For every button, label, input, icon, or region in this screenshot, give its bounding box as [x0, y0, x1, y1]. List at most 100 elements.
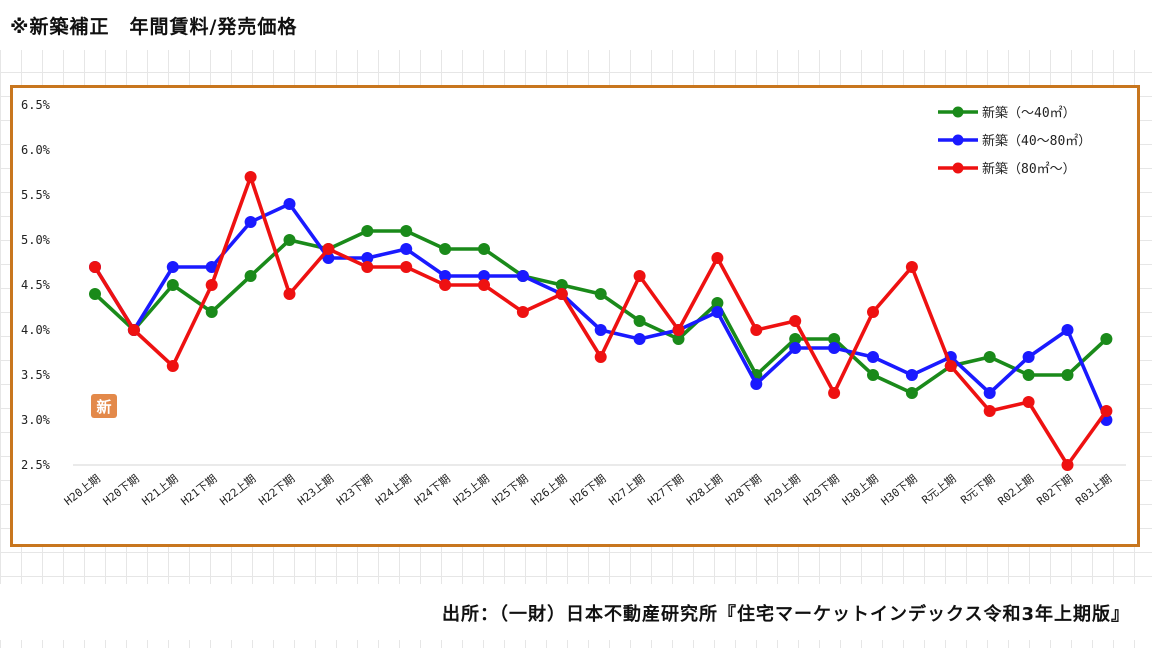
y-tick-label: 3.5%: [21, 368, 51, 382]
y-tick-label: 3.0%: [21, 413, 51, 427]
x-tick-label: H22上期: [217, 472, 258, 508]
data-point: [711, 252, 724, 264]
data-point: [750, 324, 763, 336]
y-tick-label: 4.5%: [21, 278, 51, 292]
data-point: [478, 243, 490, 255]
data-point: [1061, 324, 1074, 336]
data-point: [361, 252, 374, 264]
x-tick-label: H22下期: [256, 472, 297, 508]
x-tick-label: H29上期: [762, 472, 803, 508]
data-point: [478, 270, 490, 282]
data-point: [789, 342, 802, 354]
y-tick-label: 5.5%: [21, 188, 51, 202]
page-title: ※新築補正 年間賃料/発売価格: [10, 16, 298, 38]
data-point: [1022, 396, 1035, 408]
data-point: [244, 216, 257, 228]
data-point: [672, 324, 685, 336]
data-point: [283, 198, 296, 210]
x-tick-label: H23上期: [295, 472, 336, 508]
data-point: [750, 378, 763, 390]
data-point: [983, 351, 996, 363]
data-point: [905, 369, 918, 381]
data-point: [789, 333, 802, 345]
x-tick-label: H25下期: [490, 472, 531, 508]
data-point: [439, 279, 452, 291]
data-point: [400, 261, 413, 273]
data-point: [205, 279, 218, 291]
data-point: [867, 306, 879, 318]
data-point: [244, 171, 257, 183]
data-point: [322, 243, 335, 255]
x-tick-label: H25上期: [451, 472, 492, 508]
data-point: [633, 333, 646, 345]
data-point: [672, 333, 685, 345]
data-point: [1022, 351, 1035, 363]
source-area: [0, 584, 1152, 640]
chart-frame[interactable]: 6.5% 6.0% 5.5% 5.0% 4.5% 4.0% 3.5% 3.0% 2.5% H20上…: [10, 85, 1140, 547]
data-point: [828, 333, 841, 345]
data-point: [1061, 369, 1074, 381]
data-point: [1100, 333, 1113, 345]
legend-label: 新築（40～80㎡）: [982, 133, 1091, 149]
data-point: [1022, 369, 1035, 381]
data-point: [905, 261, 918, 273]
x-tick-label: R02上期: [995, 472, 1036, 508]
data-point: [400, 225, 413, 237]
legend-label: 新築（～40㎡）: [982, 105, 1076, 121]
data-point: [711, 297, 724, 309]
y-tick-label: 6.0%: [21, 143, 51, 157]
data-point: [633, 270, 646, 282]
legend-swatch-marker: [952, 134, 964, 146]
data-point: [89, 261, 101, 273]
data-point: [867, 369, 879, 381]
data-point: [633, 315, 646, 327]
data-point: [205, 306, 218, 318]
series-line-2: [93, 202, 1109, 421]
x-tick-label: H28上期: [684, 472, 725, 508]
x-tick-label: H21下期: [179, 472, 220, 508]
x-tick-label: R元上期: [919, 472, 958, 507]
data-point: [439, 270, 452, 282]
data-point: [127, 324, 140, 336]
x-tick-label: H20下期: [101, 472, 142, 508]
x-tick-label: H24上期: [373, 472, 414, 508]
data-point: [867, 351, 879, 363]
data-point: [828, 387, 841, 399]
x-tick-label: H26下期: [568, 472, 609, 508]
legend-swatch-marker: [952, 162, 964, 174]
data-point: [789, 315, 802, 327]
data-point: [361, 261, 374, 273]
new-badge: [91, 394, 117, 418]
legend-swatch-marker: [952, 106, 964, 118]
data-point: [205, 261, 218, 273]
data-point: [1061, 459, 1074, 471]
data-point: [400, 243, 413, 255]
x-tick-label: H20上期: [62, 472, 103, 508]
header-area: [0, 0, 1152, 50]
data-point: [555, 288, 568, 300]
y-tick-label: 6.5%: [21, 98, 51, 112]
data-point: [711, 306, 724, 318]
x-tick-label: H27上期: [606, 472, 647, 508]
data-point: [1100, 405, 1113, 417]
data-point: [555, 279, 568, 291]
x-tick-label: H27下期: [645, 472, 686, 508]
data-point: [439, 243, 452, 255]
data-point: [166, 279, 179, 291]
x-tick-label: R02下期: [1034, 472, 1075, 508]
x-tick-label: H26上期: [529, 472, 570, 508]
data-point: [166, 360, 179, 372]
data-point: [905, 387, 918, 399]
data-point: [516, 306, 529, 318]
data-point: [983, 387, 996, 399]
data-point: [283, 288, 296, 300]
data-point: [166, 261, 179, 273]
x-tick-label: H23下期: [334, 472, 375, 508]
new-badge-label: 新: [96, 398, 111, 416]
x-tick-label: H21上期: [140, 472, 181, 508]
x-tick-label: H30下期: [879, 472, 920, 508]
x-tick-label: H30上期: [840, 472, 881, 508]
data-point: [594, 324, 607, 336]
data-point: [594, 288, 607, 300]
y-tick-label: 2.5%: [21, 458, 51, 472]
